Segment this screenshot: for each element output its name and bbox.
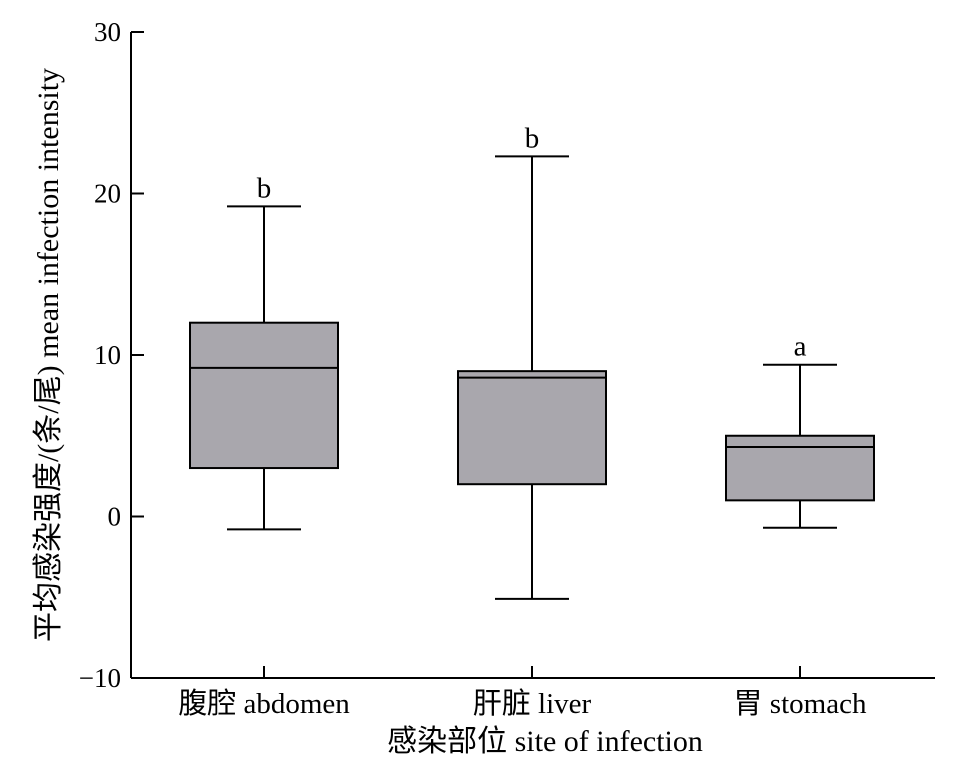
x-axis-title: 感染部位 site of infection	[387, 725, 703, 758]
y-tick-label: 10	[94, 340, 121, 370]
y-tick-label: 20	[94, 179, 121, 209]
iqr-box	[725, 434, 875, 502]
iqr-box	[457, 370, 607, 486]
significance-label: b	[525, 122, 540, 154]
y-ticks: −10 0 10 20 30	[79, 17, 144, 693]
y-axis-title: 平均感染强度/(条/尾) mean infection intensity	[32, 68, 65, 642]
x-axis: 腹腔 abdomen 肝脏 liver 胃 stomach	[131, 666, 935, 720]
y-axis: −10 0 10 20 30	[79, 17, 144, 693]
y-tick-label: 0	[108, 502, 122, 532]
significance-label: a	[794, 331, 807, 363]
x-tick-label: 肝脏 liver	[473, 687, 592, 720]
box-3: a	[725, 331, 875, 529]
boxes-group: b b a	[189, 122, 875, 600]
iqr-box	[189, 321, 339, 470]
x-tick-label: 胃 stomach	[734, 688, 867, 720]
y-tick-label: −10	[79, 663, 121, 693]
x-tick-label: 腹腔 abdomen	[178, 687, 350, 720]
y-tick-label: 30	[94, 17, 121, 47]
significance-label: b	[257, 172, 272, 204]
box-2: b	[457, 122, 607, 600]
x-ticks: 腹腔 abdomen 肝脏 liver 胃 stomach	[178, 666, 867, 720]
box-1: b	[189, 172, 339, 531]
